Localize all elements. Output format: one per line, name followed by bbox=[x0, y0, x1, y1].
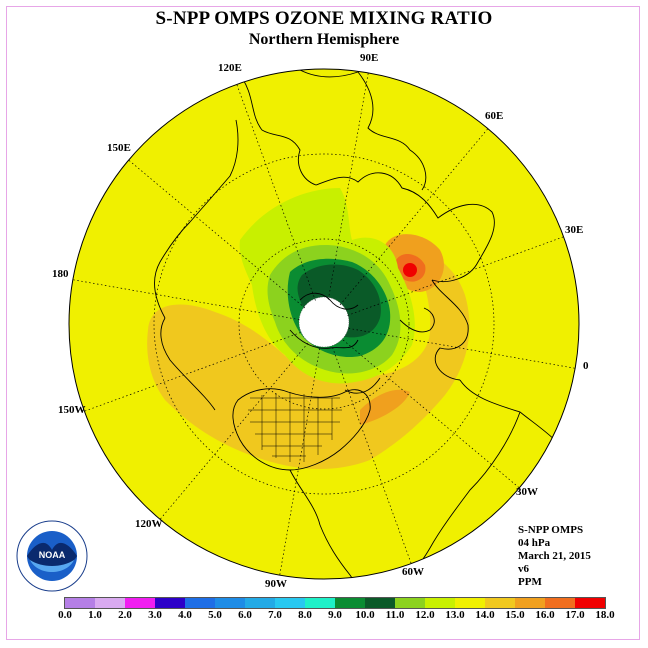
legend-tick-label: 0.0 bbox=[58, 609, 72, 621]
legend-swatch bbox=[125, 598, 155, 608]
legend-swatch bbox=[65, 598, 95, 608]
us-states bbox=[248, 392, 342, 462]
legend-tick-label: 8.0 bbox=[298, 609, 312, 621]
legend-tick-label: 11.0 bbox=[385, 609, 405, 621]
legend-swatch bbox=[395, 598, 425, 608]
lon-label-0: 0 bbox=[583, 360, 589, 372]
legend-swatch bbox=[365, 598, 395, 608]
ozone-anomaly-17 bbox=[403, 263, 417, 277]
legend-tick-label: 3.0 bbox=[148, 609, 162, 621]
noaa-logo: NOAA bbox=[16, 520, 88, 592]
legend-tick-label: 6.0 bbox=[238, 609, 252, 621]
graticule bbox=[153, 153, 495, 495]
info-level: 04 hPa bbox=[518, 537, 551, 549]
legend-tick-label: 4.0 bbox=[178, 609, 192, 621]
no-data-pole bbox=[299, 297, 349, 347]
lon-label-60e: 60E bbox=[485, 110, 504, 122]
equator-boundary bbox=[68, 68, 580, 580]
legend-swatch bbox=[305, 598, 335, 608]
coastlines bbox=[154, 69, 577, 579]
lon-label-120w: 120W bbox=[135, 518, 163, 530]
legend-swatch bbox=[335, 598, 365, 608]
legend-tick-label: 5.0 bbox=[208, 609, 222, 621]
lon-label-150e: 150E bbox=[107, 142, 131, 154]
info-date: March 21, 2015 bbox=[518, 550, 591, 562]
legend-tick-label: 15.0 bbox=[505, 609, 525, 621]
legend-tick-label: 7.0 bbox=[268, 609, 282, 621]
legend-tick-label: 17.0 bbox=[565, 609, 585, 621]
lon-label-150w: 150W bbox=[58, 404, 86, 416]
legend-tick-label: 14.0 bbox=[475, 609, 495, 621]
legend-tick-label: 18.0 bbox=[595, 609, 615, 621]
legend-swatch bbox=[275, 598, 305, 608]
ozone-band-14 bbox=[147, 250, 470, 470]
lon-label-30e: 30E bbox=[565, 224, 584, 236]
legend-swatch bbox=[215, 598, 245, 608]
lon-label-60w: 60W bbox=[402, 566, 424, 578]
legend-tick-label: 10.0 bbox=[355, 609, 375, 621]
legend-swatch bbox=[95, 598, 125, 608]
map-title: S-NPP OMPS OZONE MIXING RATIO bbox=[155, 8, 493, 29]
map-subtitle: Northern Hemisphere bbox=[248, 31, 400, 48]
legend-swatch bbox=[575, 598, 605, 608]
legend-swatch bbox=[515, 598, 545, 608]
legend-swatch bbox=[245, 598, 275, 608]
info-instrument: S-NPP OMPS bbox=[518, 524, 584, 536]
legend-swatch bbox=[425, 598, 455, 608]
logo-text: NOAA bbox=[39, 550, 66, 560]
lon-label-90e: 90E bbox=[360, 52, 379, 64]
figure-frame bbox=[6, 6, 640, 640]
info-block: S-NPP OMPS 04 hPa March 21, 2015 v6 PPM bbox=[518, 524, 591, 589]
info-units: PPM bbox=[518, 576, 542, 588]
legend-tick-label: 16.0 bbox=[535, 609, 555, 621]
legend-swatch bbox=[485, 598, 515, 608]
lon-label-90w: 90W bbox=[265, 578, 287, 590]
lon-label-30w: 30W bbox=[516, 486, 538, 498]
legend-tick-label: 9.0 bbox=[328, 609, 342, 621]
legend-tick-label: 13.0 bbox=[445, 609, 465, 621]
info-version: v6 bbox=[518, 563, 529, 575]
legend-tick-label: 2.0 bbox=[118, 609, 132, 621]
lon-label-180: 180 bbox=[52, 268, 69, 280]
legend-swatch bbox=[545, 598, 575, 608]
legend-tick-label: 12.0 bbox=[415, 609, 435, 621]
legend-tick-label: 1.0 bbox=[88, 609, 102, 621]
color-legend-bar bbox=[64, 597, 606, 609]
lon-label-120e: 120E bbox=[218, 62, 242, 74]
legend-swatch bbox=[185, 598, 215, 608]
legend-swatch bbox=[455, 598, 485, 608]
ozone-band-15 bbox=[360, 389, 410, 425]
legend-swatch bbox=[155, 598, 185, 608]
